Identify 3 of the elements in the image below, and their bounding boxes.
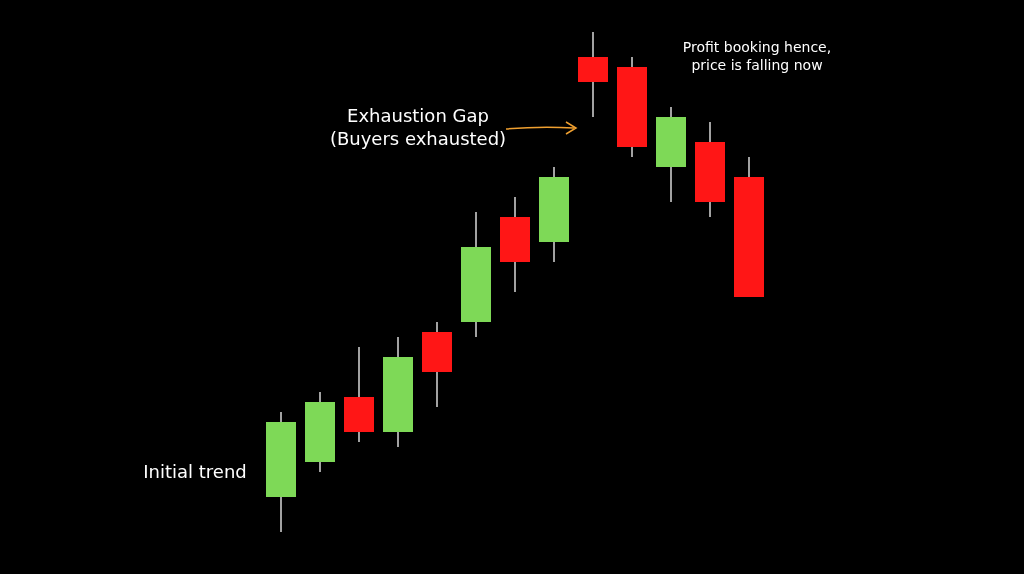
- annotation: Profit booking hence, price is falling now: [682, 39, 832, 74]
- annotation: Exhaustion Gap (Buyers exhausted): [329, 105, 507, 150]
- text: Initial trend: [143, 461, 247, 482]
